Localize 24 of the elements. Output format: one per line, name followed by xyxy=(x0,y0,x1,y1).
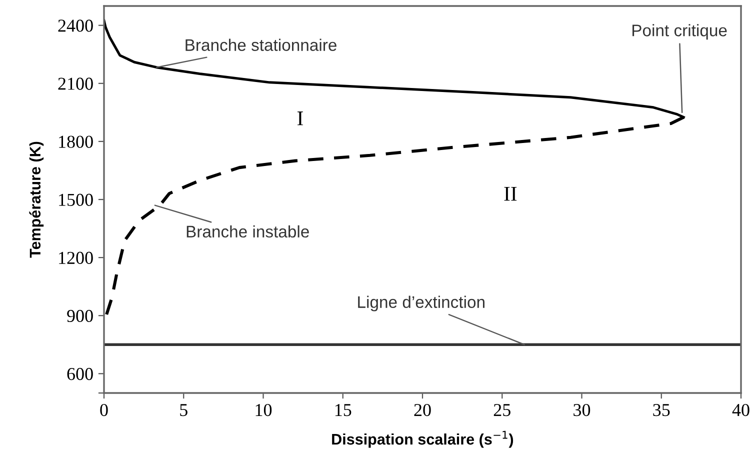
annotation: I xyxy=(297,112,303,126)
x-tick-label: 0 xyxy=(100,404,108,416)
x-tick-label: 35 xyxy=(653,404,670,416)
x-tick-label: 20 xyxy=(414,404,431,416)
ref-line-label: Ligne d’extinction xyxy=(358,296,484,312)
annotation: Branche stationnaire xyxy=(186,38,336,51)
y-tick-label: 2400 xyxy=(58,20,93,32)
x-tick-label: 5 xyxy=(180,404,188,416)
y-tick-label: 600 xyxy=(67,368,93,380)
x-tick-label: 40 xyxy=(732,404,750,416)
x-tick-label: 15 xyxy=(335,404,352,416)
annotation: Point critique xyxy=(632,24,727,40)
annotation: Branche instable xyxy=(186,225,309,238)
x-tick-label: 10 xyxy=(256,404,272,416)
x-tick-label: 25 xyxy=(494,404,510,416)
x-tick-label: 30 xyxy=(574,404,590,416)
y-tick-label: 1500 xyxy=(59,194,93,206)
y-axis-title: Température (K) xyxy=(29,142,44,258)
annotation: II xyxy=(504,186,517,201)
x-axis-title: Dissipation scalaire (s$^{−1}$) xyxy=(332,430,514,448)
y-tick-label: 900 xyxy=(67,310,93,322)
y-tick-label: 1200 xyxy=(59,252,93,264)
y-tick-label: 2100 xyxy=(58,78,93,90)
y-tick-label: 1800 xyxy=(59,136,93,148)
